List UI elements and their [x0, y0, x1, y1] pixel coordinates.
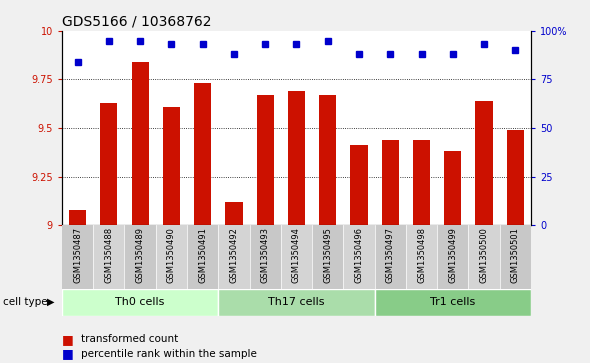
Text: GSM1350498: GSM1350498 [417, 227, 426, 283]
Bar [507, 130, 524, 225]
Bar [382, 140, 399, 225]
Text: GSM1350487: GSM1350487 [73, 227, 82, 283]
Text: GSM1350501: GSM1350501 [511, 227, 520, 283]
Text: GSM1350488: GSM1350488 [104, 227, 113, 283]
Text: GSM1350500: GSM1350500 [480, 227, 489, 283]
Text: GSM1350494: GSM1350494 [292, 227, 301, 283]
Bar [413, 140, 430, 225]
Text: GSM1350490: GSM1350490 [167, 227, 176, 283]
Bar [281, 225, 312, 289]
Bar [187, 225, 218, 289]
Text: GSM1350489: GSM1350489 [136, 227, 145, 283]
Bar [69, 209, 86, 225]
Bar [163, 107, 180, 225]
Text: GSM1350496: GSM1350496 [355, 227, 363, 283]
Bar [156, 225, 187, 289]
Text: Tr1 cells: Tr1 cells [430, 297, 476, 307]
Text: cell type: cell type [3, 297, 48, 307]
Bar [225, 202, 242, 225]
Bar [250, 225, 281, 289]
Bar [476, 101, 493, 225]
Text: GSM1350497: GSM1350497 [386, 227, 395, 283]
Text: ■: ■ [62, 347, 74, 360]
Bar [444, 151, 461, 225]
Text: transformed count: transformed count [81, 334, 178, 344]
Bar [468, 225, 500, 289]
Bar [218, 225, 250, 289]
Text: GSM1350492: GSM1350492 [230, 227, 238, 283]
Bar [132, 62, 149, 225]
Text: GSM1350499: GSM1350499 [448, 227, 457, 283]
Text: GSM1350493: GSM1350493 [261, 227, 270, 283]
Bar [93, 225, 124, 289]
Text: percentile rank within the sample: percentile rank within the sample [81, 349, 257, 359]
Bar [288, 91, 305, 225]
Bar [350, 146, 368, 225]
Text: ■: ■ [62, 333, 74, 346]
Bar [343, 225, 375, 289]
Text: GSM1350491: GSM1350491 [198, 227, 207, 283]
Bar [100, 103, 117, 225]
Text: GSM1350495: GSM1350495 [323, 227, 332, 283]
Bar [437, 225, 468, 289]
Bar [312, 225, 343, 289]
Bar [62, 289, 218, 316]
Bar [194, 83, 211, 225]
Text: Th0 cells: Th0 cells [116, 297, 165, 307]
Bar [218, 289, 375, 316]
Bar [500, 225, 531, 289]
Bar [124, 225, 156, 289]
Text: Th17 cells: Th17 cells [268, 297, 324, 307]
Bar [257, 95, 274, 225]
Bar [406, 225, 437, 289]
Bar [319, 95, 336, 225]
Bar [375, 225, 406, 289]
Text: ▶: ▶ [47, 297, 55, 307]
Bar [62, 225, 93, 289]
Bar [375, 289, 531, 316]
Text: GDS5166 / 10368762: GDS5166 / 10368762 [62, 15, 211, 29]
